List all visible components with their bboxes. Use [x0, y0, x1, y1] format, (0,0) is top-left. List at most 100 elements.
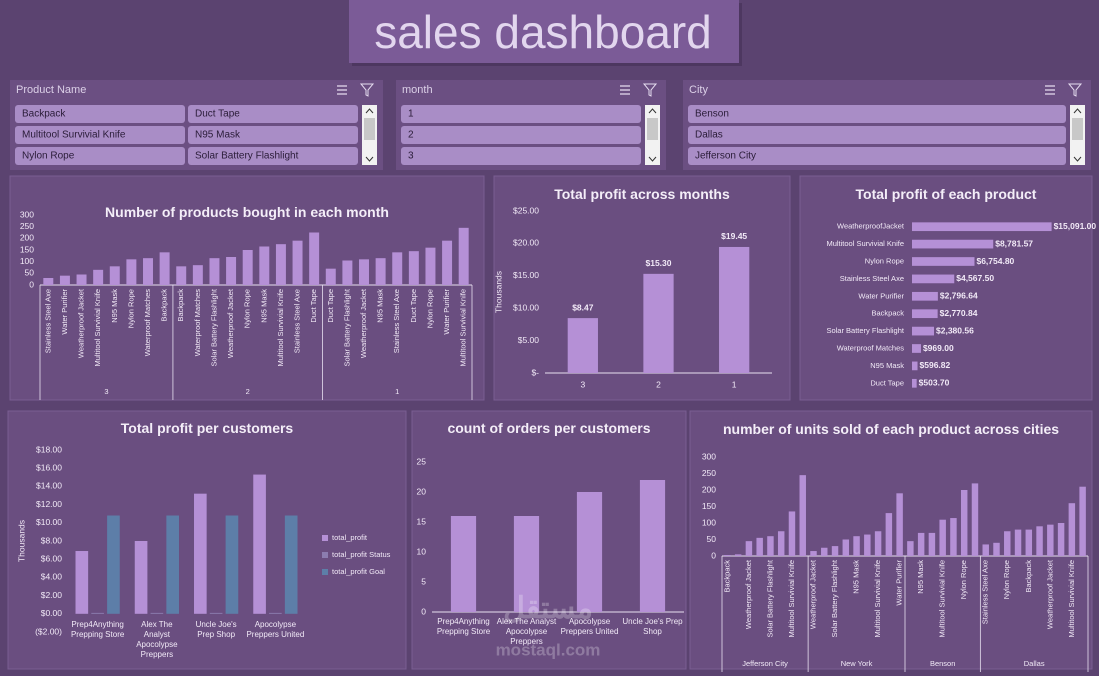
scroll-up[interactable]	[648, 108, 657, 114]
slicer-item-label[interactable]: Multitool Survivial Knife	[22, 130, 126, 141]
slicer-item[interactable]	[15, 105, 185, 123]
multi-select-icon[interactable]	[337, 85, 347, 95]
filter-icon[interactable]	[642, 83, 658, 97]
watermark-url: mostaql.com	[496, 640, 601, 659]
bar	[912, 257, 975, 266]
scroll-up[interactable]	[365, 108, 374, 114]
x-tick-label-box: Alex The Analyst Apocolypse Preppers	[497, 617, 556, 646]
multi-select-icon[interactable]	[620, 85, 630, 95]
bar	[639, 480, 666, 612]
watermark-text: مستقل	[503, 592, 593, 625]
bar	[359, 259, 369, 285]
bar	[309, 232, 320, 285]
chart-title-box: Total profit across months	[554, 186, 730, 202]
scroll-down[interactable]	[648, 156, 657, 162]
bar	[745, 541, 753, 556]
bar	[43, 278, 54, 285]
slicer-item[interactable]	[401, 105, 641, 123]
y-tick-label: $4.00	[41, 572, 63, 582]
slicer-item-label[interactable]: Solar Battery Flashlight	[195, 151, 299, 162]
slicer-item[interactable]	[188, 126, 358, 144]
bar	[831, 546, 839, 556]
x-tick-label-box: Uncle Joe's Prep Shop	[622, 617, 682, 636]
x-tick-label: Waterproof Matches	[193, 289, 202, 356]
bar	[567, 318, 598, 373]
scroll-thumb[interactable]	[364, 118, 375, 140]
bar	[442, 240, 453, 285]
bar	[59, 275, 70, 285]
scroll-down[interactable]	[1073, 156, 1082, 162]
bar	[107, 515, 120, 614]
bar	[912, 378, 917, 388]
bar	[109, 266, 120, 285]
slicer-item[interactable]	[15, 126, 185, 144]
scroll-thumb[interactable]	[647, 118, 658, 140]
bar	[767, 536, 774, 556]
x-tick-label: Water Purifier	[442, 289, 451, 335]
y-tick-label: 50	[707, 534, 717, 544]
legend-label: total_profit Goal	[332, 567, 385, 576]
x-tick-label: Water Purifier	[60, 289, 69, 335]
slicer-item-label[interactable]: 2	[408, 130, 414, 141]
x-tick-label: Multitool Survivial Knife	[1067, 560, 1076, 638]
bar	[928, 532, 936, 556]
y-tick-label: $5.00	[518, 335, 540, 345]
group-label: Jefferson City	[742, 659, 788, 668]
slicer-item[interactable]	[688, 147, 1066, 165]
x-tick-label: Nylon Rope	[1002, 560, 1011, 599]
x-tick-label-box: Apocolypse Preppers United	[246, 620, 304, 639]
x-tick-label: Multitool Survivial Knife	[938, 560, 947, 638]
slicer-item-label[interactable]: Nylon Rope	[22, 151, 75, 162]
y-tick-label: $10.00	[36, 517, 62, 527]
bar	[1057, 523, 1065, 556]
chart-title-box: Number of products bought in each month	[105, 204, 389, 220]
y-tick-label: 200	[702, 484, 716, 494]
y-tick-label: $6.00	[41, 553, 63, 563]
chart-panel	[799, 175, 1093, 401]
slicer-item-label[interactable]: 1	[408, 109, 414, 120]
slicer-item-label[interactable]: Dallas	[695, 130, 723, 141]
data-label: $969.00	[923, 343, 954, 353]
y-tick-label: 100	[702, 517, 716, 527]
y-tick-label: Solar Battery Flashlight	[826, 326, 904, 335]
x-tick-label: Nylon Rope	[425, 289, 434, 328]
y-tick-label: WeatherproofJacket	[837, 222, 905, 231]
scroll-thumb[interactable]	[1072, 118, 1083, 140]
bar	[912, 361, 918, 371]
bar	[777, 531, 785, 556]
bar	[885, 513, 893, 556]
filter-icon[interactable]	[359, 83, 375, 97]
slicer-item-label[interactable]: Backpack	[22, 109, 66, 120]
x-tick-label: Waterproof Matches	[143, 289, 152, 356]
slicer-item-label[interactable]: N95 Mask	[195, 130, 241, 141]
bar	[259, 246, 270, 285]
slicer-item[interactable]	[15, 147, 185, 165]
bar	[458, 227, 469, 285]
slicer-item[interactable]	[688, 105, 1066, 123]
slicer-item[interactable]	[688, 126, 1066, 144]
bar	[126, 259, 137, 285]
scroll-down[interactable]	[365, 156, 374, 162]
data-label: $2,770.84	[940, 308, 978, 318]
y-tick-label: 300	[20, 209, 34, 219]
bar	[1068, 503, 1076, 556]
bar	[896, 493, 903, 556]
slicer-item[interactable]	[188, 147, 358, 165]
data-label: $596.82	[920, 360, 951, 370]
slicer-item-label[interactable]: Benson	[695, 109, 729, 120]
x-tick-label: Weatherproof Jacket	[77, 288, 86, 358]
scroll-up[interactable]	[1073, 108, 1082, 114]
slicer-item-label[interactable]: Duct Tape	[195, 109, 240, 120]
x-tick-label: Stainless Steel Axe	[981, 560, 990, 624]
slicer-item[interactable]	[401, 126, 641, 144]
filter-icon[interactable]	[1067, 83, 1083, 97]
x-tick-label: Uncle Joe's Prep Shop	[195, 619, 237, 639]
slicer-item-label[interactable]: Jefferson City	[695, 151, 756, 162]
multi-select-icon[interactable]	[1045, 85, 1055, 95]
slicer-item[interactable]	[188, 105, 358, 123]
x-tick-label: Stainless Steel Axe	[43, 289, 52, 353]
x-tick-label: Stainless Steel Axe	[392, 289, 401, 353]
slicer-item[interactable]	[401, 147, 641, 165]
slicer-item-label[interactable]: 3	[408, 151, 414, 162]
data-label: $15,091.00	[1054, 221, 1097, 231]
